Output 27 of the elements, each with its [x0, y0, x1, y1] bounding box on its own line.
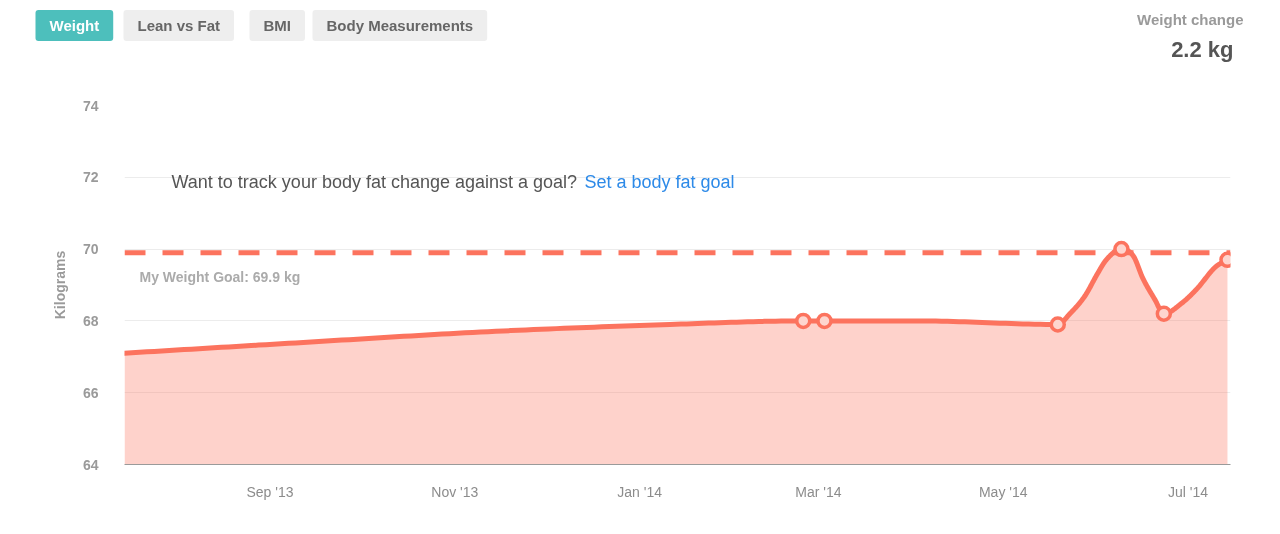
text: BMI [263, 17, 291, 34]
y-tick-label: 64 [82, 456, 99, 473]
point [1155, 305, 1173, 322]
ref-line-label: My Weight Goal: 69.9 kg [139, 268, 301, 285]
annotation: Want to track your body fat change against a goal? [171, 171, 578, 192]
text: 2.2 kg [1171, 37, 1234, 62]
x-tick-label: May '14 [978, 483, 1028, 500]
text: Weight change [1137, 11, 1244, 28]
point [1113, 240, 1130, 258]
text: Weight [49, 17, 100, 34]
annotation: Set a body fat goal [584, 171, 735, 192]
text: Body Measurements [326, 17, 474, 34]
point [1049, 316, 1067, 333]
point [816, 312, 833, 330]
y-tick-label: 72 [82, 169, 99, 186]
x-tick-label: Jul '14 [1168, 483, 1209, 500]
y-axis-title: Kilograms [51, 250, 68, 320]
x-tick-label: Sep '13 [246, 483, 294, 500]
y-tick-label: 70 [82, 241, 99, 258]
y-tick-label: 74 [82, 97, 99, 114]
point [795, 312, 812, 330]
text: Lean vs Fat [137, 17, 221, 34]
x-tick-label: Mar '14 [795, 483, 842, 500]
x-tick-label: Nov '13 [431, 483, 479, 500]
y-tick-label: 68 [82, 312, 99, 329]
x-tick-label: Jan '14 [617, 483, 663, 500]
y-tick-label: 66 [82, 384, 99, 401]
